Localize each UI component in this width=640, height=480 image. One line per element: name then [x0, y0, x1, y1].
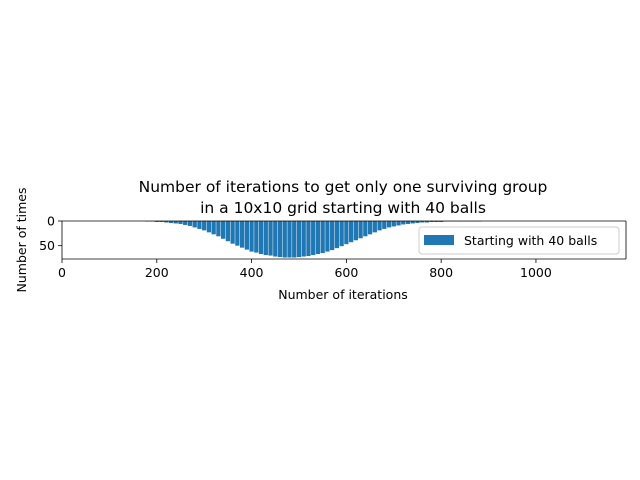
bar	[420, 221, 425, 223]
bar	[287, 221, 292, 258]
x-tick-label: 0	[58, 265, 66, 280]
bar	[282, 221, 287, 258]
legend-label: Starting with 40 balls	[464, 233, 597, 248]
bar	[434, 221, 439, 222]
y-tick-label: 50	[39, 238, 55, 253]
bar	[258, 221, 264, 255]
bar	[339, 221, 344, 247]
bar	[405, 221, 411, 224]
bar	[173, 221, 178, 224]
bar	[249, 221, 254, 252]
bar	[367, 221, 373, 235]
plot-area	[145, 221, 482, 258]
x-axis-label: Number of iterations	[278, 287, 408, 302]
bar	[382, 221, 387, 229]
bar	[439, 221, 444, 222]
bar	[363, 221, 368, 237]
x-tick-label: 600	[334, 265, 358, 280]
bar	[306, 221, 311, 257]
bar	[424, 221, 430, 223]
legend-box	[418, 226, 620, 255]
bar	[344, 221, 349, 245]
bar	[377, 221, 382, 231]
legend: Starting with 40 balls	[418, 226, 620, 255]
bar	[268, 221, 273, 256]
bar	[164, 221, 169, 223]
bar	[235, 221, 240, 246]
bar	[154, 221, 159, 222]
bar	[197, 221, 202, 229]
bar	[401, 221, 406, 225]
bar	[263, 221, 268, 256]
bar	[239, 221, 245, 248]
x-tick-label: 1000	[520, 265, 552, 280]
x-tick-label: 200	[145, 265, 169, 280]
x-tick-label: 800	[429, 265, 453, 280]
bar	[396, 221, 401, 226]
bar	[372, 221, 377, 233]
legend-swatch	[424, 235, 454, 245]
y-axis-label: Number of times	[14, 188, 29, 293]
chart-title-line-1: Number of iterations to get only one sur…	[139, 178, 548, 196]
bar	[159, 221, 164, 222]
bar	[230, 221, 235, 244]
bar	[206, 221, 212, 233]
bar	[221, 221, 226, 239]
bar	[348, 221, 354, 243]
bar	[410, 221, 415, 224]
bar	[277, 221, 283, 258]
y-axis-ticks: 0 50	[39, 214, 62, 253]
bar	[296, 221, 302, 258]
bar	[353, 221, 358, 241]
bar	[202, 221, 207, 231]
bar	[216, 221, 221, 237]
chart-title-line-2: in a 10x10 grid starting with 40 balls	[200, 199, 486, 217]
bar	[273, 221, 278, 257]
bar	[168, 221, 174, 223]
bar	[330, 221, 335, 251]
bar	[301, 221, 306, 257]
bar	[225, 221, 231, 242]
bar	[391, 221, 396, 227]
bar	[334, 221, 340, 249]
bar	[292, 221, 297, 258]
bar	[244, 221, 249, 250]
bar	[254, 221, 259, 253]
bar	[315, 221, 321, 255]
bar	[358, 221, 363, 239]
x-axis-ticks: 0 200 400 600 800 1000	[58, 259, 552, 280]
bar	[183, 221, 188, 225]
bar	[386, 221, 392, 228]
bar	[211, 221, 216, 235]
bar	[311, 221, 316, 256]
x-tick-label: 400	[240, 265, 264, 280]
bar	[187, 221, 193, 226]
bar	[192, 221, 197, 228]
bar	[325, 221, 330, 252]
bar	[320, 221, 325, 254]
bar	[429, 221, 434, 222]
y-tick-label: 0	[47, 214, 55, 229]
bar	[178, 221, 183, 224]
bar	[415, 221, 420, 223]
